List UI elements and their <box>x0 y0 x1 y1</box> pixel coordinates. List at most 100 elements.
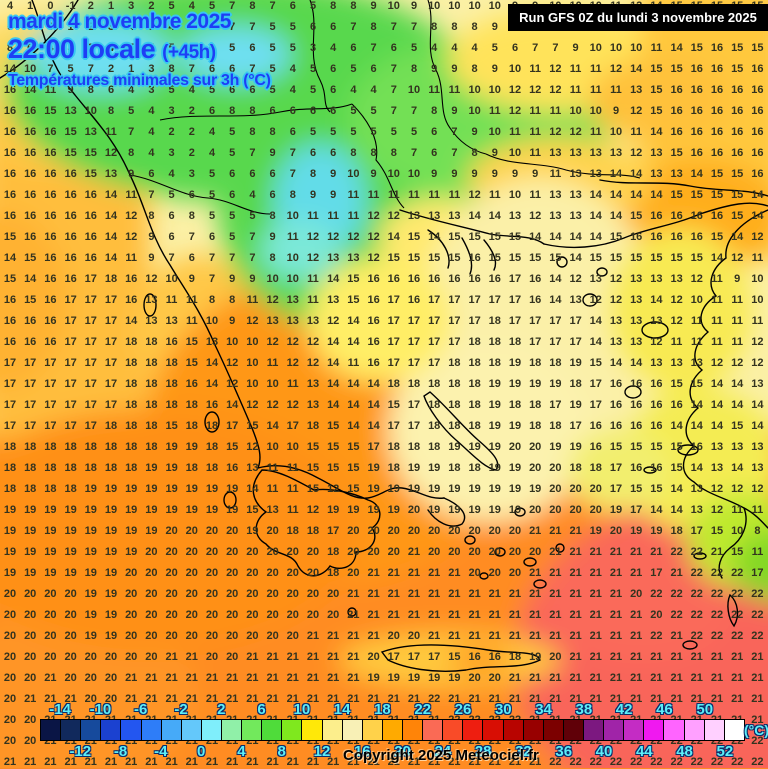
temperature-value: 15 <box>428 252 441 264</box>
temperature-value: 15 <box>731 420 744 432</box>
temperature-value: 9 <box>451 105 458 117</box>
temperature-value: 21 <box>529 525 542 537</box>
temperature-value: 12 <box>286 357 299 369</box>
temperature-value: 20 <box>226 609 239 621</box>
temperature-value: 7 <box>410 21 418 33</box>
temperature-value: 16 <box>44 210 57 222</box>
legend-tick: 12 <box>313 743 331 760</box>
temperature-value: 17 <box>428 357 441 369</box>
temperature-value: 20 <box>387 525 400 537</box>
temperature-value: 21 <box>569 672 582 684</box>
temperature-value: 20 <box>125 609 138 621</box>
temperature-value: 8 <box>350 147 357 159</box>
temperature-value: 21 <box>529 693 542 705</box>
temperature-value: 12 <box>125 231 138 243</box>
temperature-value: 4 <box>289 84 296 96</box>
temperature-value: 21 <box>448 588 461 600</box>
temperature-value: 5 <box>309 126 317 138</box>
temperature-value: 18 <box>448 462 461 474</box>
temperature-value: 21 <box>609 630 623 642</box>
temperature-value: 21 <box>407 609 421 621</box>
temperature-value: 7 <box>208 273 216 285</box>
temperature-row: 19 19 19 19 19 19 19 19 19 19 19 19 15 13 11 12 19 19 19 19… <box>0 503 768 517</box>
temperature-value: 13 <box>327 294 340 306</box>
temperature-value: 13 <box>609 336 623 348</box>
temperature-value: 7 <box>289 147 296 159</box>
temperature-value: 20 <box>468 546 481 558</box>
temperature-value: 18 <box>589 462 602 474</box>
temperature-value: 16 <box>3 84 17 96</box>
temperature-value: 22 <box>751 756 764 768</box>
temperature-value: 21 <box>630 567 643 579</box>
temperature-value: 13 <box>508 210 522 222</box>
temperature-value: 14 <box>529 231 542 243</box>
temperature-value: 7 <box>532 42 539 54</box>
temperature-value: 6 <box>107 84 115 96</box>
temperature-value: 10 <box>589 105 602 117</box>
temperature-value: 10 <box>387 168 400 180</box>
temperature-value: 14 <box>367 378 380 390</box>
temperature-value: 18 <box>569 462 582 474</box>
temperature-value: 21 <box>205 756 219 768</box>
temperature-value: 15 <box>710 168 724 180</box>
temperature-value: 18 <box>468 462 481 474</box>
temperature-value: 16 <box>468 252 481 264</box>
temperature-value: 6 <box>208 231 216 243</box>
temperature-value: 7 <box>289 168 296 180</box>
temperature-value: 4 <box>148 147 155 159</box>
temperature-value: 16 <box>367 315 380 327</box>
temperature-value: 21 <box>367 693 380 705</box>
temperature-value: 16 <box>650 210 663 222</box>
temperature-value: 11 <box>367 189 380 201</box>
temperature-value: 11 <box>529 189 541 201</box>
temperature-value: 10 <box>246 357 259 369</box>
temperature-value: 14 <box>367 399 380 411</box>
temperature-value: 21 <box>710 693 724 705</box>
temperature-value: 21 <box>609 651 623 663</box>
temperature-row: 20 20 21 20 20 20 21 21 21 21 21 21 21 21 21 21 21 21 19 19… <box>0 671 768 685</box>
temperature-value: 16 <box>64 252 77 264</box>
temperature-value: 21 <box>731 651 744 663</box>
temperature-value: 11 <box>286 504 299 516</box>
temperature-value: 15 <box>589 252 602 264</box>
temperature-value: 21 <box>529 588 542 600</box>
temperature-value: 2 <box>168 126 175 138</box>
temperature-value: 12 <box>468 189 481 201</box>
temperature-value: 12 <box>731 252 744 264</box>
temperature-value: 14 <box>670 504 683 516</box>
temperature-value: 21 <box>609 672 623 684</box>
temperature-value: 20 <box>165 546 178 558</box>
temperature-value: 5 <box>350 126 357 138</box>
temperature-value: 18 <box>104 420 118 432</box>
temperature-value: 12 <box>327 483 340 495</box>
temperature-value: 14 <box>589 189 602 201</box>
temperature-value: 18 <box>125 357 138 369</box>
legend-color-cell <box>81 720 102 740</box>
temperature-value: 18 <box>44 441 57 453</box>
temperature-value: 14 <box>327 273 340 285</box>
temperature-value: 20 <box>286 630 299 642</box>
temperature-value: 20 <box>3 672 17 684</box>
temperature-value: 11 <box>711 336 723 348</box>
temperature-value: 12 <box>367 210 380 222</box>
temperature-value: 17 <box>387 420 400 432</box>
temperature-value: 21 <box>44 693 57 705</box>
temperature-value: 17 <box>24 378 37 390</box>
temperature-value: 18 <box>327 546 340 558</box>
temperature-value: 7 <box>451 147 458 159</box>
temperature-value: 16 <box>670 84 683 96</box>
temperature-value: 9 <box>511 168 519 180</box>
temperature-value: 15 <box>529 252 542 264</box>
temperature-value: 15 <box>650 63 663 75</box>
temperature-value: 6 <box>269 168 276 180</box>
temperature-value: 15 <box>347 273 360 285</box>
temperature-value: 20 <box>589 504 602 516</box>
temperature-value: 9 <box>491 168 498 180</box>
temperature-value: 16 <box>407 273 421 285</box>
temperature-value: 11 <box>589 126 602 138</box>
temperature-value: 15 <box>731 210 744 222</box>
temperature-value: 16 <box>165 336 178 348</box>
temperature-value: 19 <box>165 504 178 516</box>
temperature-value: 20 <box>266 609 279 621</box>
temperature-value: 12 <box>569 273 582 285</box>
